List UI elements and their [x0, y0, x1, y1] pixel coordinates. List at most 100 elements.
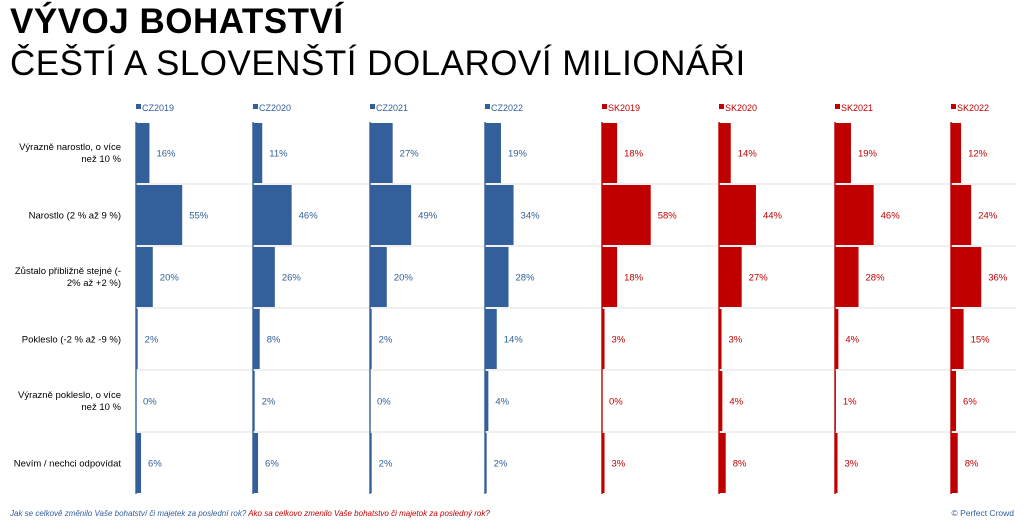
- question-sk: Ako sa celkovo zmenilo Vaše bohatstvo či…: [248, 509, 490, 518]
- chart-subtitle: ČEŠTÍ A SLOVENŠTÍ DOLAROVÍ MILIONÁŘI: [10, 44, 746, 83]
- bar: [951, 371, 957, 431]
- category-label: Zůstalo přibližně stejné (-2% až +2 %): [15, 266, 121, 289]
- bar: [951, 123, 962, 183]
- value-label: 2%: [145, 335, 159, 346]
- value-label: 8%: [965, 459, 979, 470]
- value-label: 36%: [988, 273, 1008, 284]
- legend-label: CZ2021: [376, 103, 408, 113]
- value-label: 26%: [282, 273, 302, 284]
- value-label: 34%: [521, 211, 541, 222]
- legend-swatch: [835, 104, 840, 109]
- bar: [835, 371, 836, 431]
- bar: [835, 247, 859, 307]
- bar: [485, 309, 497, 369]
- value-label: 15%: [971, 335, 991, 346]
- value-label: 8%: [733, 459, 747, 470]
- value-label: 2%: [379, 459, 393, 470]
- value-label: 12%: [968, 149, 988, 160]
- value-label: 6%: [963, 397, 977, 408]
- chart-title: VÝVOJ BOHATSTVÍ: [10, 2, 344, 41]
- legend-label: CZ2019: [142, 103, 174, 113]
- category-label: Výrazně pokleslo, o více než 10 %: [18, 390, 122, 413]
- bar: [951, 247, 982, 307]
- bar: [719, 185, 756, 245]
- legend-label: CZ2020: [259, 103, 291, 113]
- bar: [136, 123, 150, 183]
- bar: [719, 433, 726, 493]
- bar: [485, 433, 487, 493]
- value-label: 58%: [658, 211, 678, 222]
- value-label: 2%: [494, 459, 508, 470]
- bar: [370, 433, 372, 493]
- bar: [253, 185, 292, 245]
- bar: [602, 433, 605, 493]
- value-label: 28%: [866, 273, 886, 284]
- legend-label: SK2022: [957, 103, 989, 113]
- value-label: 19%: [858, 149, 878, 160]
- value-label: 3%: [729, 335, 743, 346]
- value-label: 4%: [845, 335, 859, 346]
- value-label: 49%: [418, 211, 438, 222]
- bar: [835, 433, 838, 493]
- value-label: 3%: [612, 459, 626, 470]
- bar: [370, 123, 393, 183]
- bar: [485, 185, 514, 245]
- category-label: Narostlo (2 % až 9 %): [29, 211, 121, 222]
- bar: [602, 247, 618, 307]
- bar: [485, 371, 489, 431]
- value-label: 8%: [267, 335, 281, 346]
- bar: [253, 433, 259, 493]
- value-label: 18%: [624, 149, 644, 160]
- category-label: Pokleslo (-2 % až -9 %): [22, 335, 121, 346]
- value-label: 4%: [729, 397, 743, 408]
- bar: [602, 309, 605, 369]
- legend-label: SK2020: [725, 103, 757, 113]
- value-label: 4%: [495, 397, 509, 408]
- bar: [951, 185, 972, 245]
- legend-label: SK2021: [841, 103, 873, 113]
- value-label: 6%: [265, 459, 279, 470]
- bar: [602, 123, 618, 183]
- bar: [835, 123, 851, 183]
- value-label: 3%: [845, 459, 859, 470]
- value-label: 2%: [379, 335, 393, 346]
- bar: [370, 309, 372, 369]
- value-label: 11%: [269, 149, 288, 160]
- bar: [485, 123, 501, 183]
- bar: [951, 309, 964, 369]
- value-label: 18%: [624, 273, 644, 284]
- value-label: 27%: [400, 149, 420, 160]
- category-label: Výrazně narostlo, o více než 10 %: [19, 142, 121, 165]
- bar: [951, 433, 958, 493]
- bar: [485, 247, 509, 307]
- bar: [253, 247, 275, 307]
- bar: [253, 371, 255, 431]
- value-label: 55%: [189, 211, 209, 222]
- value-label: 27%: [749, 273, 769, 284]
- value-label: 1%: [843, 397, 857, 408]
- value-label: 16%: [156, 149, 176, 160]
- value-label: 2%: [262, 397, 276, 408]
- bar: [602, 185, 651, 245]
- legend-label: SK2019: [608, 103, 640, 113]
- value-label: 44%: [763, 211, 783, 222]
- bar: [719, 123, 731, 183]
- value-label: 19%: [508, 149, 528, 160]
- legend-label: CZ2022: [491, 103, 523, 113]
- value-label: 20%: [160, 273, 180, 284]
- value-label: 14%: [738, 149, 758, 160]
- bar: [835, 185, 874, 245]
- value-label: 3%: [612, 335, 626, 346]
- bar: [719, 371, 723, 431]
- value-label: 46%: [881, 211, 901, 222]
- value-label: 0%: [609, 397, 623, 408]
- legend-swatch: [951, 104, 956, 109]
- credit: © Perfect Crowd: [951, 508, 1014, 518]
- bar: [136, 309, 138, 369]
- bar: [370, 185, 412, 245]
- value-label: 28%: [516, 273, 536, 284]
- legend-swatch: [370, 104, 375, 109]
- legend-swatch: [136, 104, 141, 109]
- bar: [136, 185, 183, 245]
